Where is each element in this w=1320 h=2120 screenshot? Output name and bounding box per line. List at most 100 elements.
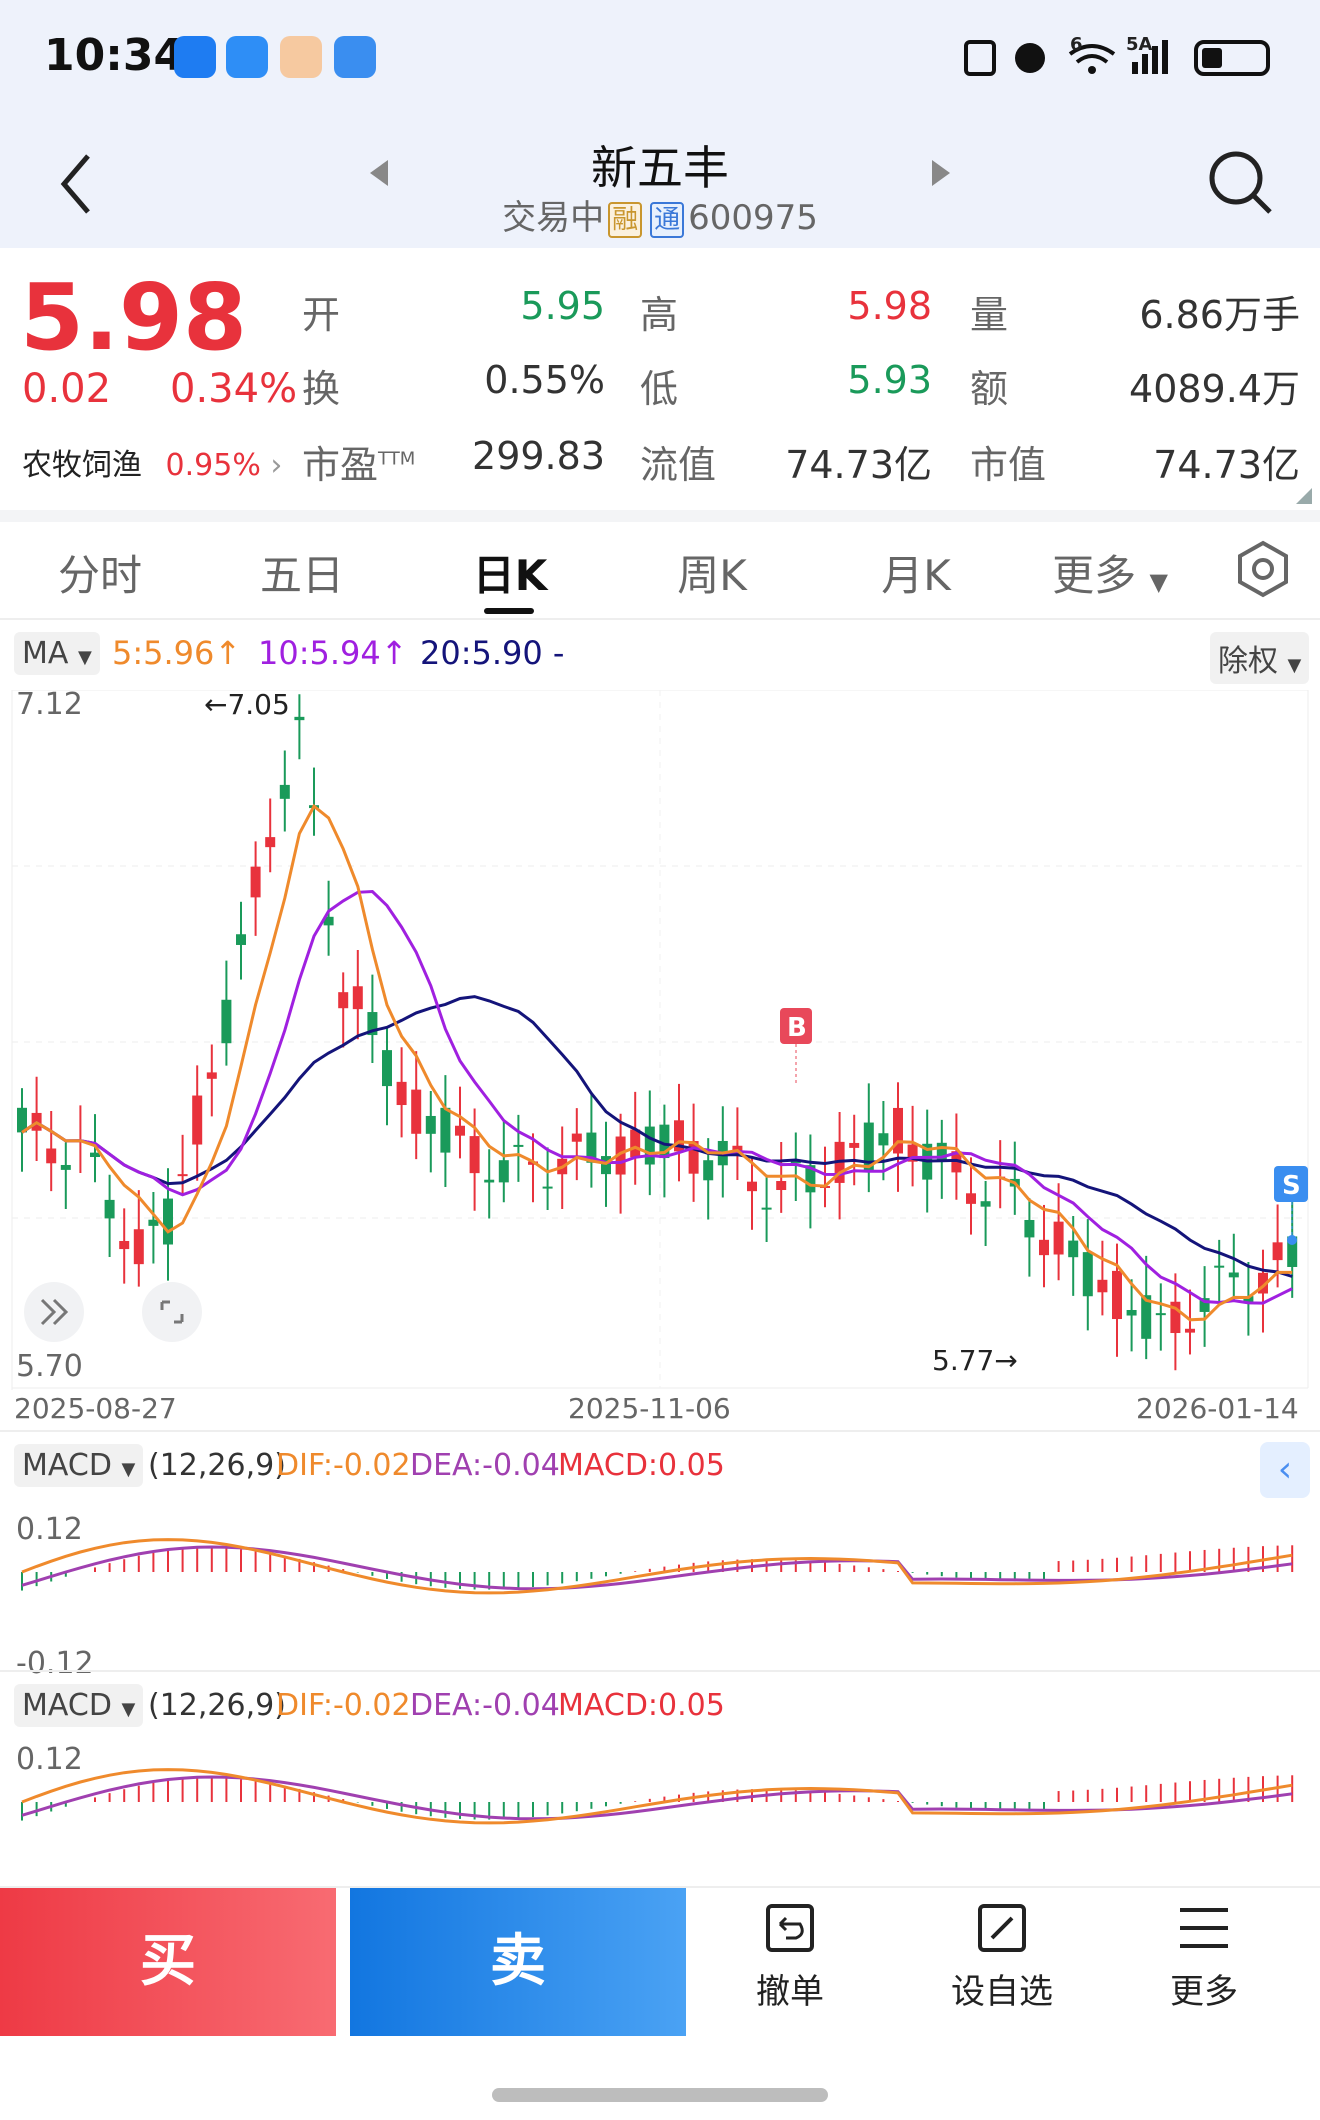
quote-panel: 5.98 0.02 0.34% 农牧饲渔 0.95% › 开 5.95 高 5.… bbox=[0, 248, 1320, 518]
macd-selector-1[interactable]: MACD ▼ bbox=[14, 1444, 144, 1487]
kline-chart[interactable]: 7.12 5.70 ←7.05 5.77→ B S 2025-08-27 202… bbox=[0, 690, 1320, 1430]
candle-body bbox=[936, 1142, 947, 1160]
low-label: 低 bbox=[640, 367, 679, 411]
sell-marker[interactable] bbox=[1274, 1166, 1308, 1202]
amount-value: 4089.4万 bbox=[1129, 367, 1300, 411]
price-change: 0.02 bbox=[22, 366, 112, 412]
candle-body bbox=[440, 1107, 451, 1153]
macd-dif-1: DIF:-0.02 bbox=[276, 1448, 411, 1483]
candle-body bbox=[644, 1126, 655, 1165]
macd-panel-1: MACD ▼ (12,26,9) DIF:-0.02 DEA:-0.04 MAC… bbox=[0, 1430, 1320, 1681]
system-status-icons bbox=[964, 40, 1270, 76]
next-stock-icon[interactable] bbox=[928, 158, 952, 188]
candle-body bbox=[1155, 1313, 1166, 1316]
menu-icon bbox=[1180, 1908, 1228, 1948]
stock-subtitle: 交易中融通 600975 bbox=[0, 190, 1320, 239]
ma-selector[interactable]: MA ▼ bbox=[14, 632, 100, 675]
sell-button[interactable]: 卖 bbox=[350, 1888, 686, 2036]
candle-body bbox=[469, 1136, 480, 1174]
ma20-value: 20:5.90 - bbox=[420, 634, 565, 672]
candle-body bbox=[498, 1160, 509, 1183]
high-value: 5.98 bbox=[847, 284, 932, 328]
candle-body bbox=[382, 1050, 392, 1087]
cancel-order-button[interactable]: 撤单 bbox=[700, 1900, 880, 2013]
expand-corner-icon[interactable] bbox=[1296, 488, 1312, 504]
candle-body bbox=[1228, 1272, 1239, 1278]
candle-body bbox=[1068, 1240, 1079, 1258]
ma5-value: 5:5.96↑ bbox=[112, 634, 242, 672]
tab-daily-k[interactable]: 日K bbox=[472, 551, 548, 600]
tab-more[interactable]: 更多 ▼ bbox=[1052, 551, 1168, 600]
candle-body bbox=[1082, 1252, 1093, 1297]
candle-body bbox=[863, 1122, 874, 1171]
more-button[interactable]: 更多 bbox=[1114, 1900, 1294, 2013]
candle-body bbox=[893, 1107, 903, 1154]
tab-five-day[interactable]: 五日 bbox=[259, 551, 344, 600]
ma5-line bbox=[21, 803, 1293, 1322]
candle-body bbox=[279, 784, 290, 799]
x-axis-label-end: 2026-01-14 bbox=[1136, 1392, 1299, 1425]
sector-link[interactable]: 农牧饲渔 0.95% › bbox=[22, 440, 282, 484]
candles bbox=[17, 694, 1298, 1371]
macd-panel-2: MACD ▼ (12,26,9) DIF:-0.02 DEA:-0.04 MAC… bbox=[0, 1670, 1320, 1886]
candle-body bbox=[1170, 1301, 1181, 1334]
back-icon[interactable] bbox=[56, 152, 96, 216]
macd-selector-2[interactable]: MACD ▼ bbox=[14, 1684, 144, 1727]
prev-stock-icon[interactable] bbox=[368, 158, 392, 188]
candle-body bbox=[352, 986, 363, 1010]
fullscreen-icon[interactable] bbox=[142, 1282, 202, 1342]
fast-forward-icon[interactable] bbox=[24, 1282, 84, 1342]
candle-body bbox=[177, 1174, 188, 1177]
candle-body bbox=[1053, 1221, 1064, 1255]
buy-marker[interactable] bbox=[780, 1008, 812, 1044]
candle-body bbox=[396, 1081, 407, 1106]
y-axis-max: 7.12 bbox=[16, 690, 83, 722]
collapse-panel-icon[interactable]: ‹ bbox=[1260, 1442, 1310, 1498]
candle-body bbox=[455, 1125, 465, 1136]
macd-dea-2: DEA:-0.04 bbox=[410, 1688, 560, 1723]
macd-dea-1: DEA:-0.04 bbox=[410, 1448, 560, 1483]
candle-body bbox=[1097, 1279, 1108, 1293]
candle-body bbox=[206, 1072, 217, 1079]
candle-body bbox=[265, 837, 276, 848]
macd-params-2: (12,26,9) bbox=[148, 1688, 286, 1723]
macd-y-max-2: 0.12 bbox=[16, 1742, 83, 1777]
macd-dif-2: DIF:-0.02 bbox=[276, 1688, 411, 1723]
add-watchlist-button[interactable]: 设自选 bbox=[912, 1900, 1092, 2013]
y-axis-min: 5.70 bbox=[16, 1349, 83, 1384]
open-label: 开 bbox=[302, 293, 341, 337]
candle-body bbox=[1126, 1309, 1137, 1316]
candle-body bbox=[104, 1199, 115, 1219]
candle-body bbox=[615, 1136, 626, 1175]
sector-name: 农牧饲渔 bbox=[22, 448, 142, 483]
candle-body bbox=[674, 1120, 684, 1152]
margin-tag: 融 bbox=[608, 201, 643, 238]
sector-pct: 0.95% bbox=[165, 448, 261, 483]
tab-weekly-k[interactable]: 周K bbox=[677, 551, 747, 600]
volume-label: 量 bbox=[970, 293, 1009, 337]
tab-monthly-k[interactable]: 月K bbox=[881, 551, 951, 600]
candle-body bbox=[221, 999, 232, 1044]
game-app-icon bbox=[280, 36, 322, 78]
candle-body bbox=[659, 1124, 670, 1159]
period-tabs: 分时 五日 日K 周K 月K 更多 ▼ bbox=[0, 520, 1320, 620]
settings-icon[interactable] bbox=[1234, 540, 1292, 598]
turnover-label: 换 bbox=[302, 367, 341, 411]
ma-legend: MA ▼ 5:5.96↑ 10:5.94↑ 20:5.90 - 除权 ▼ bbox=[0, 628, 1320, 684]
macd-y-min-1: -0.12 bbox=[16, 1646, 94, 1681]
candle-body bbox=[878, 1133, 889, 1146]
caret-down-icon: ▼ bbox=[1149, 568, 1168, 596]
adjust-selector[interactable]: 除权 ▼ bbox=[1210, 632, 1310, 684]
candle-body bbox=[849, 1142, 860, 1148]
candle-body bbox=[1024, 1219, 1035, 1238]
buy-button[interactable]: 买 bbox=[0, 1888, 336, 2036]
tab-intraday[interactable]: 分时 bbox=[57, 551, 142, 600]
volume-value: 6.86万手 bbox=[1139, 293, 1300, 337]
stock-name: 新五丰 bbox=[591, 141, 729, 195]
candle-body bbox=[1272, 1242, 1283, 1261]
undo-icon bbox=[766, 1904, 814, 1952]
wifi-type: 6 bbox=[1070, 34, 1083, 55]
search-icon[interactable] bbox=[1206, 148, 1276, 218]
candle-body bbox=[90, 1152, 100, 1158]
low-value: 5.93 bbox=[847, 358, 932, 402]
